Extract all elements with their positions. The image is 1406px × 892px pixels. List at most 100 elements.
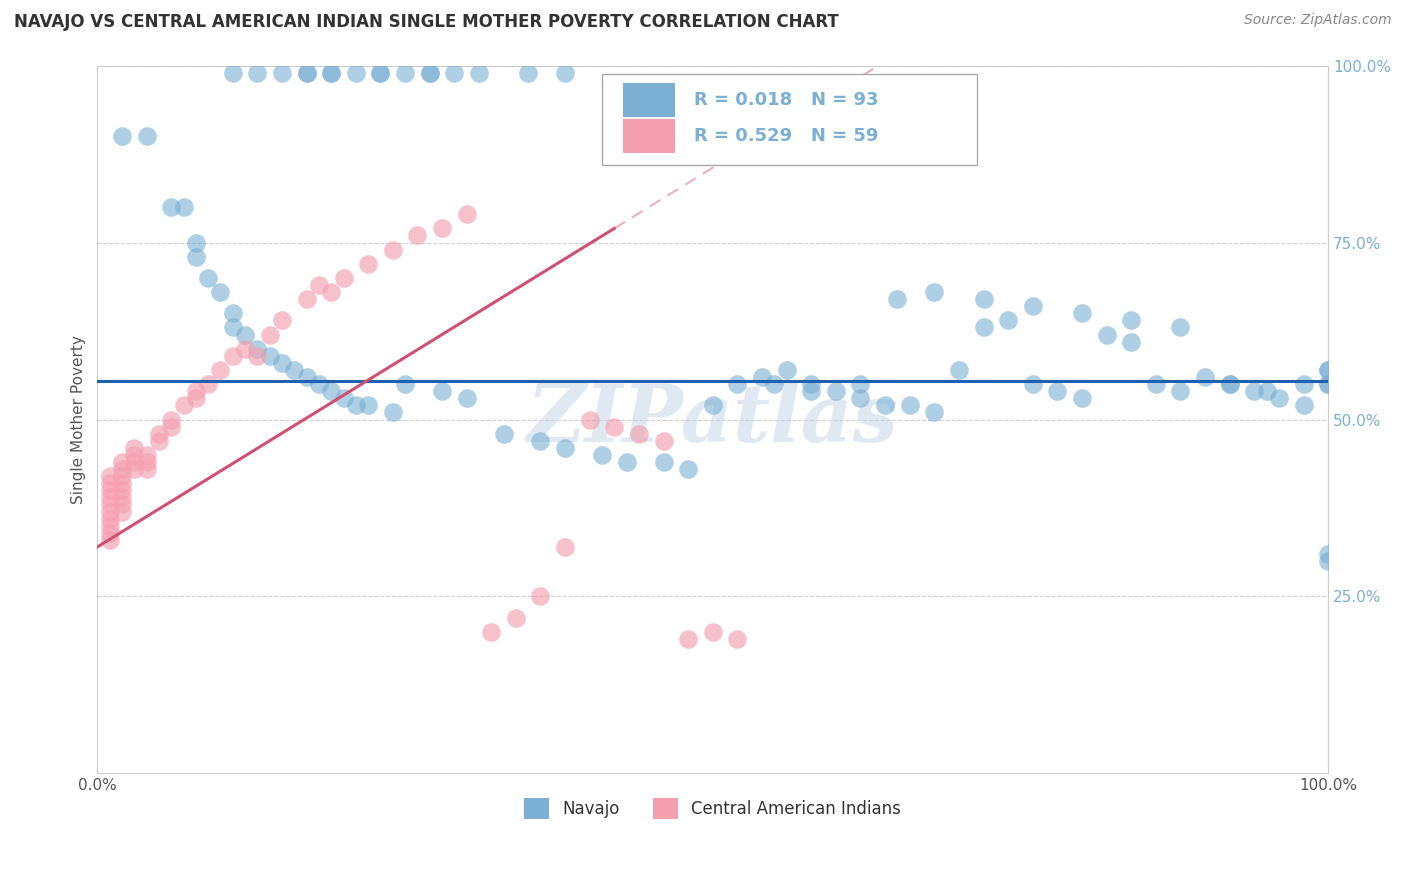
Point	[370, 65, 392, 79]
Point	[98, 476, 121, 491]
Point	[725, 632, 748, 646]
Point	[98, 469, 121, 483]
Point	[394, 65, 416, 79]
Point	[652, 434, 675, 448]
Point	[1170, 384, 1192, 399]
Point	[173, 200, 195, 214]
Point	[1256, 384, 1278, 399]
Point	[111, 476, 134, 491]
Point	[1219, 377, 1241, 392]
Point	[898, 398, 921, 412]
Point	[160, 200, 183, 214]
Point	[505, 610, 527, 624]
Point	[222, 349, 245, 363]
Point	[1170, 320, 1192, 334]
Point	[676, 632, 699, 646]
Point	[246, 65, 269, 79]
Point	[98, 491, 121, 505]
Point	[259, 349, 281, 363]
Point	[135, 462, 157, 476]
Point	[800, 377, 823, 392]
Point	[295, 65, 318, 79]
Point	[98, 525, 121, 540]
Point	[184, 235, 207, 250]
Point	[1071, 306, 1094, 320]
Point	[1317, 377, 1340, 392]
Point	[246, 349, 269, 363]
Point	[554, 65, 576, 79]
Point	[443, 65, 465, 79]
Point	[222, 320, 245, 334]
Point	[111, 483, 134, 498]
Point	[209, 285, 232, 299]
Point	[308, 278, 330, 293]
Point	[344, 65, 367, 79]
Point	[1022, 299, 1045, 313]
Bar	[623, 83, 675, 117]
Point	[283, 363, 305, 377]
Point	[922, 405, 945, 419]
Point	[111, 129, 134, 144]
Point	[1317, 363, 1340, 377]
Point	[492, 426, 515, 441]
Point	[209, 363, 232, 377]
Point	[578, 412, 600, 426]
Point	[456, 392, 478, 406]
Point	[997, 313, 1019, 327]
Point	[160, 419, 183, 434]
Point	[702, 624, 724, 639]
Point	[160, 412, 183, 426]
Point	[1095, 327, 1118, 342]
Text: NAVAJO VS CENTRAL AMERICAN INDIAN SINGLE MOTHER POVERTY CORRELATION CHART: NAVAJO VS CENTRAL AMERICAN INDIAN SINGLE…	[14, 13, 839, 31]
Point	[381, 405, 404, 419]
Point	[1317, 377, 1340, 392]
Point	[98, 533, 121, 547]
Point	[124, 455, 146, 469]
Point	[135, 455, 157, 469]
Point	[1071, 392, 1094, 406]
Point	[111, 491, 134, 505]
Point	[456, 207, 478, 221]
Bar	[623, 119, 675, 153]
Point	[295, 292, 318, 306]
Point	[554, 540, 576, 554]
Point	[1292, 398, 1315, 412]
Point	[1243, 384, 1265, 399]
Point	[529, 434, 551, 448]
Point	[98, 504, 121, 518]
Point	[184, 250, 207, 264]
Point	[321, 384, 343, 399]
Point	[922, 285, 945, 299]
Point	[271, 356, 294, 370]
Point	[271, 65, 294, 79]
Point	[973, 292, 995, 306]
Point	[295, 370, 318, 384]
Point	[321, 65, 343, 79]
Point	[173, 398, 195, 412]
Point	[111, 455, 134, 469]
Point	[332, 392, 354, 406]
Point	[763, 377, 786, 392]
Point	[406, 228, 429, 243]
Point	[1194, 370, 1216, 384]
Point	[394, 377, 416, 392]
Point	[246, 342, 269, 356]
Point	[849, 377, 872, 392]
Point	[529, 590, 551, 604]
Point	[652, 455, 675, 469]
Point	[124, 441, 146, 455]
Point	[1022, 377, 1045, 392]
Point	[676, 462, 699, 476]
Point	[344, 398, 367, 412]
Point	[616, 455, 638, 469]
Point	[271, 313, 294, 327]
Point	[111, 498, 134, 512]
Point	[554, 441, 576, 455]
Point	[111, 504, 134, 518]
Point	[135, 129, 157, 144]
Point	[591, 448, 613, 462]
Point	[1121, 313, 1143, 327]
Point	[627, 426, 650, 441]
Point	[357, 257, 380, 271]
Point	[1317, 547, 1340, 561]
